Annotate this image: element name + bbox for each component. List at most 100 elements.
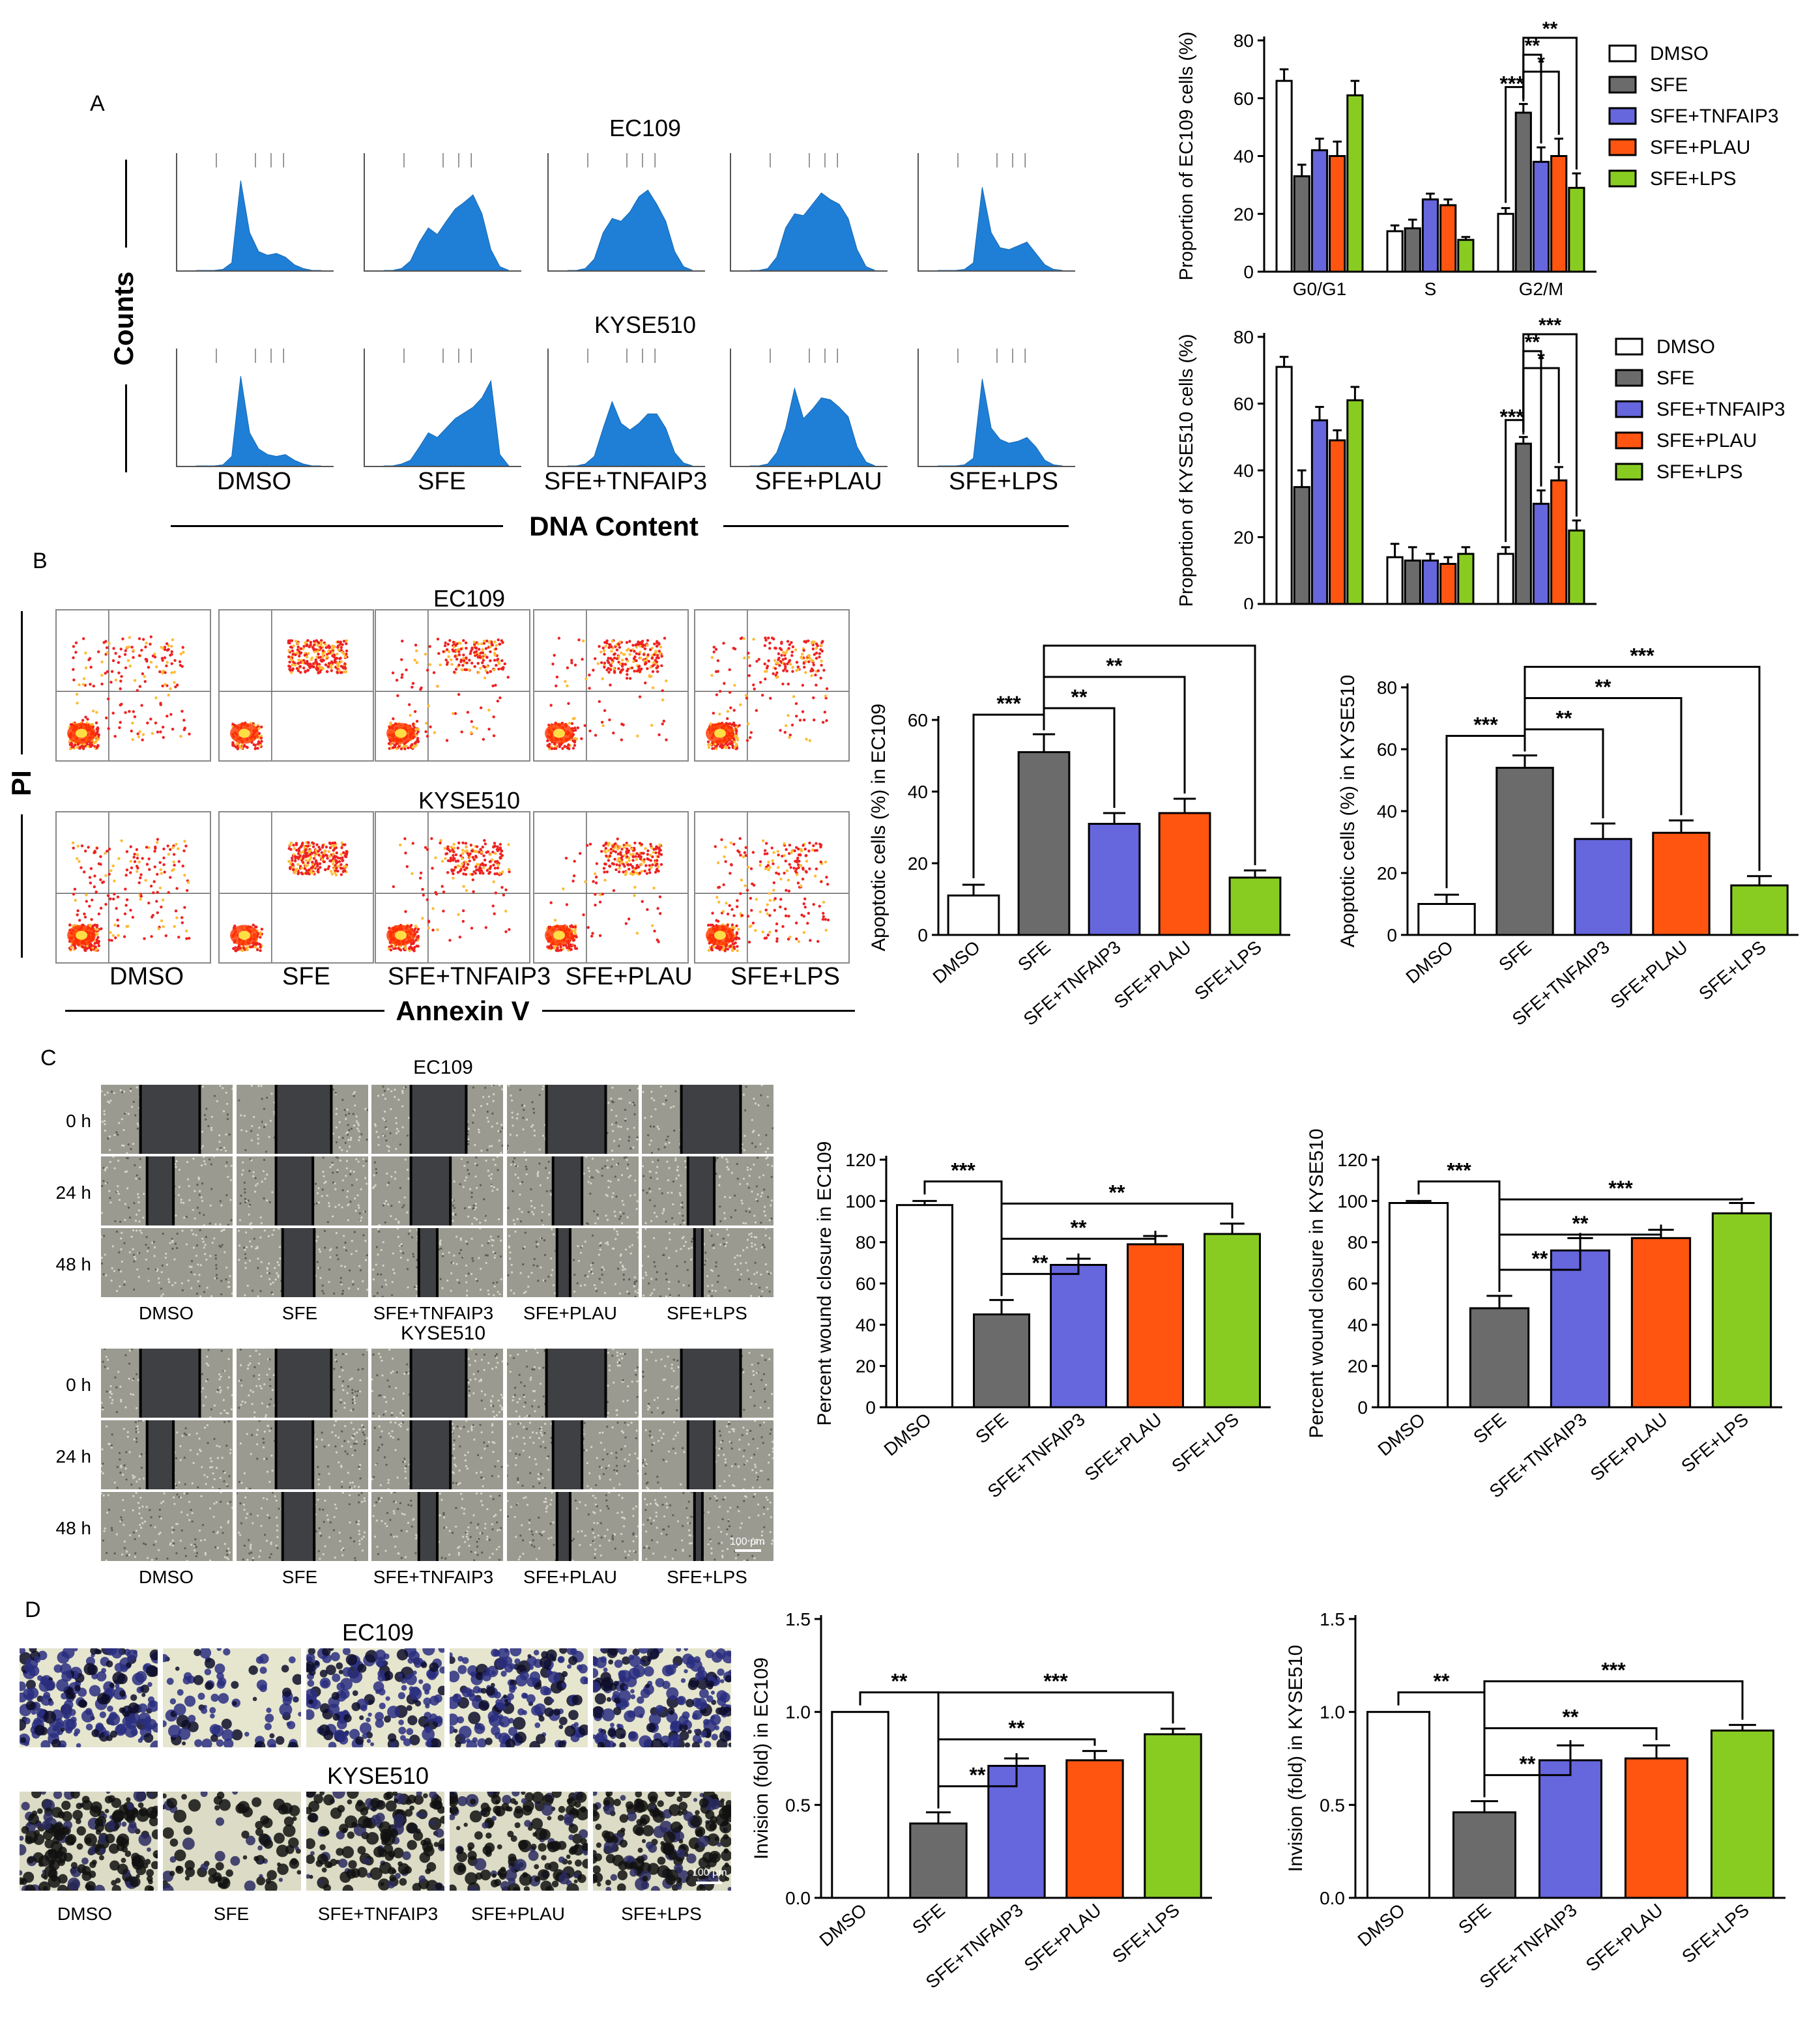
- wound-kyse510-chart: 0 20 40 60 80 100 120 Percent wound closure in …: [1306, 1128, 1782, 1502]
- bar: [1329, 439, 1346, 605]
- panel-a-x-axis-line-left: [171, 525, 503, 527]
- y-tick-label: 120: [845, 1150, 876, 1170]
- significance-label: **: [1032, 1251, 1048, 1274]
- bar: [1532, 160, 1550, 273]
- invasion-condition-label: SFE+PLAU: [471, 1904, 565, 1924]
- significance-bracket: [1000, 1202, 1234, 1295]
- bar: [1532, 502, 1550, 605]
- panel-a-row-title-ec109: EC109: [609, 115, 682, 141]
- x-tick-label: SFE+PLAU: [1110, 937, 1195, 1012]
- bar: [1065, 1759, 1124, 1899]
- wound-condition-label: DMSO: [139, 1567, 194, 1587]
- significance-label: ***: [1137, 635, 1162, 646]
- wound-micrograph: [237, 1420, 368, 1489]
- significance-bracket: [937, 1691, 1174, 1807]
- x-tick-label: SFE: [972, 1409, 1012, 1448]
- legend-label: SFE: [1656, 367, 1694, 389]
- flow-cytometry-plot: [694, 609, 850, 762]
- significance-label: ***: [1447, 1158, 1471, 1182]
- legend-swatch: [1615, 431, 1643, 450]
- panel-b-x-label: Annexin V: [396, 996, 530, 1026]
- bar: [1144, 1733, 1202, 1899]
- legend-swatch: [1608, 44, 1637, 63]
- x-tick-label: SFE+LPS: [1677, 1409, 1752, 1476]
- legend-swatch: [1615, 400, 1643, 418]
- bar: [1421, 198, 1439, 273]
- cellcycle-ec109-chart: 0 20 40 60 80 Proportion of EC109 cells (%) G0…: [1176, 18, 1779, 299]
- wound-condition-label: SFE: [282, 1303, 318, 1323]
- wound-time-label: 0 h: [66, 1111, 91, 1131]
- significance-label: ***: [1630, 644, 1654, 668]
- significance-label: **: [1071, 1216, 1087, 1239]
- significance-bracket: [1522, 333, 1578, 517]
- wound-micrograph: [507, 1492, 639, 1561]
- bar: [1457, 552, 1475, 605]
- flow-cytometry-plot: [218, 609, 374, 762]
- y-tick-label: 40: [856, 1315, 876, 1335]
- panel-b-y-label: PI: [6, 770, 36, 796]
- flow-cytometry-plot: [375, 609, 530, 762]
- wound-micrograph: [371, 1420, 503, 1489]
- wound-time-label: 48 h: [55, 1254, 92, 1274]
- bar: [1439, 563, 1457, 605]
- dna-histogram: [547, 153, 705, 272]
- legend-label: SFE+LPS: [1656, 461, 1743, 483]
- x-tick-label: G0/G1: [1293, 279, 1346, 299]
- bar: [1346, 399, 1364, 605]
- significance-label: **: [1595, 676, 1611, 699]
- bar: [1417, 903, 1476, 936]
- significance-bracket: [1043, 644, 1256, 865]
- bar: [947, 895, 1000, 936]
- significance-bracket: [1524, 666, 1761, 871]
- panel-b-condition-label: DMSO: [109, 963, 184, 990]
- wound-condition-label: SFE+TNFAIP3: [373, 1303, 494, 1323]
- y-axis-label: Apoptotic cells (%) in EC109: [868, 704, 889, 951]
- bar: [1386, 230, 1404, 273]
- invasion-condition-label: DMSO: [57, 1904, 112, 1924]
- legend-label: SFE+TNFAIP3: [1650, 106, 1779, 127]
- y-tick-label: 20: [1377, 863, 1397, 883]
- significance-label: **: [1434, 1670, 1450, 1693]
- significance-label: ***: [1473, 713, 1498, 737]
- bar: [1310, 149, 1329, 273]
- y-tick-label: 20: [1234, 204, 1254, 224]
- y-tick-label: 40: [1234, 147, 1254, 167]
- y-tick-label: 0.0: [1320, 1888, 1345, 1908]
- cellcycle-kyse510-chart: 0 20 40 60 80 Proportion of KYSE510 cells (%)…: [1176, 315, 1785, 609]
- wound-time-label: 0 h: [66, 1375, 91, 1395]
- wound-micrograph: [371, 1085, 503, 1154]
- bar: [1310, 419, 1329, 605]
- significance-label: **: [1109, 1181, 1125, 1204]
- x-tick-label: DMSO: [929, 937, 984, 988]
- legend-swatch: [1608, 138, 1637, 156]
- bar: [1017, 751, 1071, 936]
- bar: [1346, 94, 1364, 273]
- bar: [1228, 876, 1282, 936]
- dna-histogram: [176, 349, 334, 467]
- panel-a-x-axis-line-right: [723, 525, 1069, 527]
- invasion-micrograph: [163, 1648, 301, 1747]
- bar: [1514, 111, 1532, 273]
- x-tick-label: DMSO: [880, 1409, 935, 1460]
- invasion-micrograph: [306, 1792, 444, 1891]
- significance-label: ***: [1500, 72, 1525, 96]
- panel-c-letter: C: [40, 1046, 57, 1070]
- wound-micrograph: [237, 1156, 368, 1225]
- invasion-micrograph: [593, 1648, 731, 1747]
- y-tick-label: 20: [856, 1356, 876, 1377]
- y-tick-label: 0: [1243, 262, 1254, 282]
- bar: [1711, 1212, 1772, 1409]
- bar: [1652, 831, 1711, 936]
- y-tick-label: 80: [856, 1233, 876, 1253]
- panel-a-y-axis-line-bottom: [125, 384, 127, 472]
- wound-micrograph: [507, 1349, 639, 1418]
- legend-label: SFE: [1650, 74, 1688, 96]
- y-tick-label: 40: [1348, 1315, 1368, 1335]
- x-tick-label: SFE+LPS: [1695, 937, 1770, 1004]
- y-tick-label: 1.0: [785, 1702, 811, 1723]
- panel-a-y-axis-line-top: [125, 160, 127, 248]
- panel-a-condition-label: SFE+PLAU: [755, 468, 882, 495]
- wound-micrograph: [101, 1492, 233, 1561]
- bar: [896, 1204, 953, 1409]
- wound-micrograph: [371, 1492, 503, 1561]
